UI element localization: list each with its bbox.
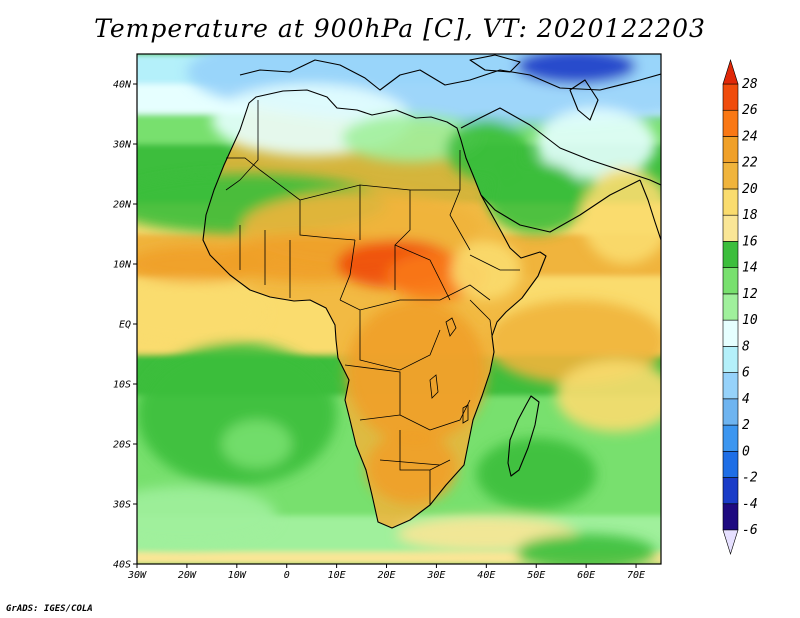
temperature-anomaly [451, 240, 522, 300]
lat-tick-label: 40N [113, 80, 132, 91]
black-caspian-coastline [469, 54, 599, 121]
europe-coastline [239, 59, 661, 91]
colorbar-swatch [722, 267, 739, 295]
colorbar-swatch [722, 319, 739, 347]
lat-tick-label: 30S [112, 500, 131, 511]
temperature-anomaly [536, 108, 657, 180]
colorbar-swatch [722, 398, 739, 426]
temperature-anomaly [137, 282, 267, 342]
shaded-field [137, 54, 661, 564]
lat-tick-label: 20S [113, 440, 131, 451]
colorbar-label: 6 [742, 366, 750, 381]
temperature-anomaly [137, 246, 267, 282]
coastlines [202, 54, 661, 529]
colorbar-swatch [722, 214, 739, 242]
colorbar-swatch [722, 503, 739, 531]
longitude-axis: 30W 20W 10W 0 10E 20E 30E 40E 50E 60E 70E [127, 564, 645, 581]
temperature-anomaly [476, 438, 597, 510]
colorbar-label: 22 [742, 156, 758, 171]
colorbar-label: -6 [742, 523, 758, 538]
lat-tick-label: 20N [113, 200, 132, 211]
lon-tick-label: 20E [377, 570, 395, 581]
temperature-anomaly [516, 54, 637, 84]
colorbar-label: 8 [742, 339, 750, 354]
lat-tick-label: 40S [113, 560, 131, 571]
lon-tick-label: 20W [178, 570, 197, 581]
lat-tick-label: EQ [119, 320, 131, 331]
colorbar-swatch [722, 477, 739, 505]
field-anomalies [137, 54, 661, 564]
colorbar-swatch [722, 188, 739, 216]
temperature-anomaly [137, 342, 337, 486]
colorbar-swatch [722, 83, 739, 111]
colorbar-label: 18 [742, 208, 758, 223]
lon-tick-label: 60E [577, 570, 595, 581]
map-title: Temperature at 900hPa [C], VT: 202012220… [94, 14, 706, 43]
temperature-anomaly [556, 360, 661, 432]
temperature-anomaly [486, 162, 587, 234]
temperature-anomaly [366, 432, 457, 504]
colorbar-swatch [722, 372, 739, 400]
lon-tick-label: 30E [426, 570, 445, 581]
temperature-anomaly [221, 420, 292, 468]
lat-tick-label: 10S [113, 380, 131, 391]
lat-tick-label: 10N [113, 260, 132, 271]
colorbar-label: 14 [742, 261, 758, 276]
latitude-axis: 40N 30N 20N 10N EQ 10S 20S 30S 40S [112, 80, 137, 571]
lon-tick-label: 70E [627, 570, 645, 581]
colorbar-swatch [722, 346, 739, 373]
lat-tick-label: 30N [112, 140, 132, 151]
lon-tick-label: 0 [284, 570, 290, 581]
colorbar-label: 16 [742, 234, 758, 249]
colorbar-label: 12 [742, 287, 758, 302]
colorbar-under-triangle [722, 529, 739, 556]
temperature-anomaly [137, 486, 277, 546]
lakes [429, 317, 469, 424]
temperature-anomaly [346, 300, 487, 444]
temperature-anomaly [516, 534, 656, 564]
colorbar-swatch [722, 424, 739, 452]
colorbar-label: 20 [742, 182, 758, 197]
colorbar-swatch [722, 450, 739, 478]
colorbar-label: 0 [742, 444, 750, 459]
colorbar-over-triangle [722, 58, 739, 85]
colorbar-swatch [722, 293, 739, 321]
lon-tick-label: 10E [328, 570, 346, 581]
colorbar-swatch [722, 136, 739, 164]
arabia-coastline [460, 107, 661, 233]
colorbar-label: 28 [742, 77, 758, 92]
lon-tick-label: 10W [228, 570, 247, 581]
india-coastline [639, 179, 661, 241]
border-lines [225, 100, 520, 505]
lon-tick-label: 30W [127, 570, 147, 581]
colorbar-label: -2 [742, 471, 758, 486]
grads-credit: GrADS: IGES/COLA [6, 604, 93, 614]
lon-tick-label: 50E [527, 570, 545, 581]
madagascar-coastline [507, 395, 540, 477]
colorbar-label: 26 [742, 103, 758, 118]
colorbar-swatch [722, 241, 739, 268]
lon-tick-label: 40E [477, 570, 495, 581]
colorbar-label: 10 [742, 313, 758, 328]
colorbar-label: 24 [742, 129, 758, 144]
colorbar-swatch [722, 109, 739, 137]
temperature-anomaly [581, 168, 661, 264]
colorbar-swatch [722, 162, 739, 190]
africa-coastline [202, 89, 547, 529]
colorbar-label: 4 [742, 392, 750, 407]
colorbar-label: 2 [742, 418, 750, 433]
colorbar-label: -4 [742, 497, 758, 512]
temperature-anomaly [446, 120, 527, 180]
country-borders [225, 100, 520, 505]
map-frame [136, 53, 662, 565]
